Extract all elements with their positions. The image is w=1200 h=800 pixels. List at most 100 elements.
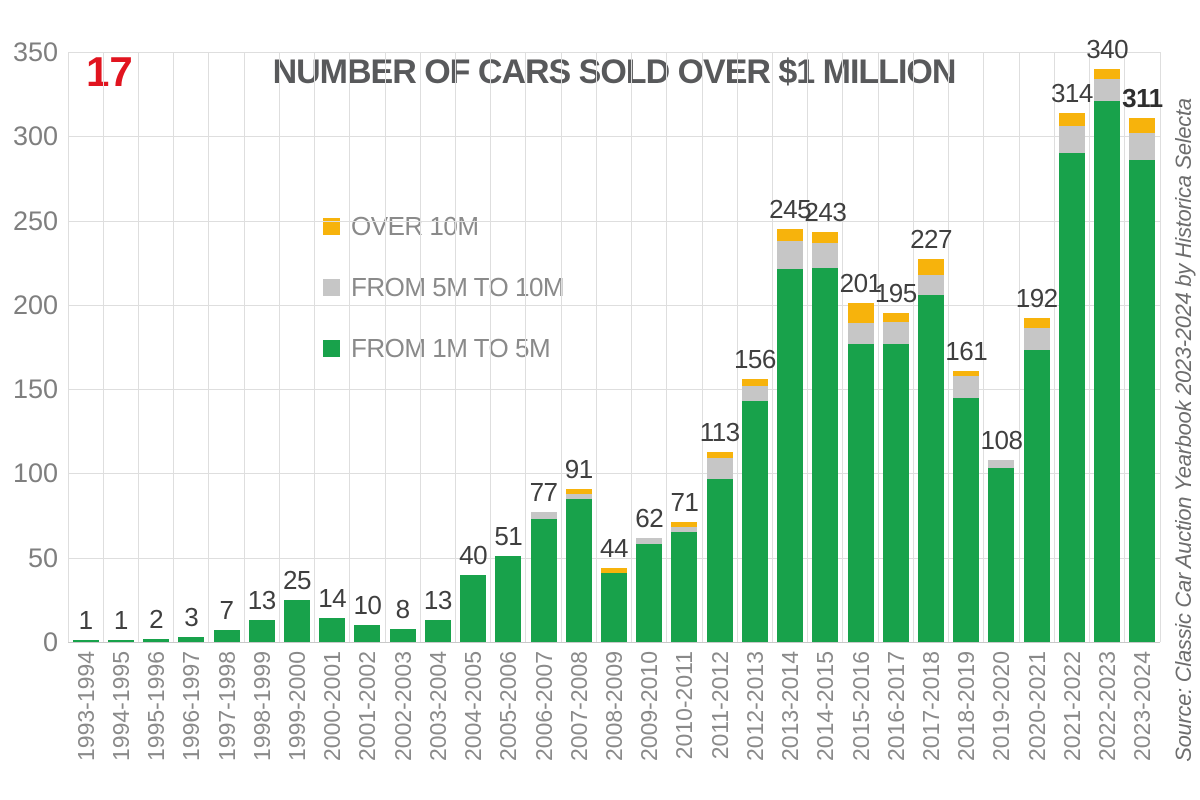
gridline-vertical xyxy=(419,52,421,642)
bar-value-label: 195 xyxy=(874,278,917,309)
bar-slot: 62 xyxy=(632,52,667,642)
bar xyxy=(283,599,310,642)
x-axis-tick-label: 1997-1998 xyxy=(213,651,240,761)
gridline-horizontal xyxy=(68,304,1160,306)
bar-slot: 44 xyxy=(596,52,631,642)
bar-value-label: 62 xyxy=(635,502,664,533)
bar-segment-over-10m xyxy=(671,522,698,528)
bar-value-label: 192 xyxy=(1015,283,1058,314)
bar-slot: 161 xyxy=(945,52,988,642)
bar-value-label: 7 xyxy=(219,595,234,626)
bar xyxy=(530,512,557,642)
legend-swatch-over-10m-icon xyxy=(323,218,340,235)
x-axis-tick-label: 2019-2020 xyxy=(988,651,1015,761)
bar-segment-from-1m-to-5m xyxy=(143,638,170,642)
legend-swatch-from-1m-to-5m-icon xyxy=(323,340,340,357)
bar xyxy=(953,370,980,642)
bar-slot: 77 xyxy=(526,52,561,642)
bar-segment-from-1m-to-5m xyxy=(178,636,205,642)
bar-segment-from-1m-to-5m xyxy=(953,397,980,642)
bar-segment-from-5m-to-10m xyxy=(636,537,663,545)
bar-slot: 243 xyxy=(804,52,847,642)
bar-value-label: 1 xyxy=(78,605,93,636)
gridline-vertical xyxy=(1089,52,1091,642)
bar-slot: 314 xyxy=(1051,52,1093,642)
bar-segment-from-1m-to-5m xyxy=(741,400,768,642)
bar-value-label: 71 xyxy=(670,487,699,518)
gridline-horizontal xyxy=(68,52,1160,53)
gridline-vertical xyxy=(67,52,69,642)
bar-segment-from-1m-to-5m xyxy=(847,343,874,642)
x-axis-line xyxy=(68,642,1160,643)
bar-value-label: 51 xyxy=(494,521,523,552)
bar-segment-from-1m-to-5m xyxy=(636,544,663,642)
bar-value-label: 25 xyxy=(282,564,311,595)
x-axis-tick-label: 1996-1997 xyxy=(178,651,205,761)
bar-slot: 10 xyxy=(350,52,385,642)
y-axis-tick-label: 150 xyxy=(12,374,58,405)
x-axis-tick-label: 2013-2014 xyxy=(777,651,804,761)
bar-segment-from-1m-to-5m xyxy=(319,618,346,642)
bar-segment-over-10m xyxy=(1023,318,1050,329)
bar-value-label: 227 xyxy=(910,224,952,255)
gridline-vertical xyxy=(701,52,703,642)
x-axis-tick-label: 2004-2005 xyxy=(460,651,487,761)
bar-segment-from-1m-to-5m xyxy=(1094,100,1121,642)
bar-segment-from-1m-to-5m xyxy=(882,343,909,642)
bar xyxy=(424,620,451,642)
bar-value-label: 13 xyxy=(423,585,452,616)
bar-segment-from-1m-to-5m xyxy=(530,518,557,642)
x-axis-tick-label: 1993-1994 xyxy=(72,651,99,761)
y-axis-tick-label: 300 xyxy=(12,121,58,152)
gridline-vertical xyxy=(1018,52,1020,642)
bar-value-label: 14 xyxy=(318,583,347,614)
gridline-vertical xyxy=(208,52,210,642)
x-axis-tick-label: 2002-2003 xyxy=(389,651,416,761)
bar xyxy=(1129,117,1156,642)
bar xyxy=(812,232,839,642)
gridline-horizontal xyxy=(68,220,1160,222)
bar-value-label: 156 xyxy=(733,344,776,375)
x-axis-tick-label: 2021-2022 xyxy=(1058,651,1085,761)
bar xyxy=(107,640,134,642)
x-axis-tick-label: 2017-2018 xyxy=(918,651,945,761)
bar-segment-from-1m-to-5m xyxy=(460,574,487,642)
gridline-vertical xyxy=(349,52,351,642)
bar-slot: 156 xyxy=(734,52,776,642)
bar-segment-from-5m-to-10m xyxy=(1058,126,1085,154)
bar xyxy=(1058,112,1085,642)
gridline-vertical xyxy=(842,52,844,642)
x-axis-tick-label: 2007-2008 xyxy=(565,651,592,761)
gridline-vertical xyxy=(983,52,985,642)
bar-slot: 25 xyxy=(279,52,314,642)
bar xyxy=(354,625,381,642)
bar-segment-from-1m-to-5m xyxy=(565,498,592,642)
y-axis-tick-label: 50 xyxy=(27,542,58,573)
bar-slot: 7 xyxy=(209,52,244,642)
bar-segment-from-1m-to-5m xyxy=(988,468,1015,642)
gridline-horizontal xyxy=(68,557,1160,559)
bar xyxy=(143,638,170,642)
bar-segment-from-1m-to-5m xyxy=(1058,153,1085,642)
x-axis-tick-label: 2015-2016 xyxy=(847,651,874,761)
bar xyxy=(460,574,487,642)
bar-segment-from-5m-to-10m xyxy=(1023,328,1050,351)
bar-segment-from-1m-to-5m xyxy=(107,640,134,642)
bar xyxy=(918,259,945,642)
bar-slot: 2 xyxy=(138,52,173,642)
bar xyxy=(248,620,275,642)
bar-slot: 8 xyxy=(385,52,420,642)
bar-value-label: 311 xyxy=(1122,82,1163,113)
bar-value-label: 161 xyxy=(945,335,988,366)
bar-value-label: 10 xyxy=(353,590,382,621)
bar-slot: 227 xyxy=(910,52,952,642)
bar-segment-from-5m-to-10m xyxy=(988,459,1015,469)
bar-slot: 40 xyxy=(455,52,490,642)
x-axis-tick-label: 2011-2012 xyxy=(706,651,733,760)
bar-slot: 13 xyxy=(244,52,279,642)
bar-segment-from-5m-to-10m xyxy=(953,375,980,398)
bar-value-label: 245 xyxy=(769,194,812,224)
bar-segment-over-10m xyxy=(953,370,980,376)
bar-segment-from-5m-to-10m xyxy=(918,274,945,295)
